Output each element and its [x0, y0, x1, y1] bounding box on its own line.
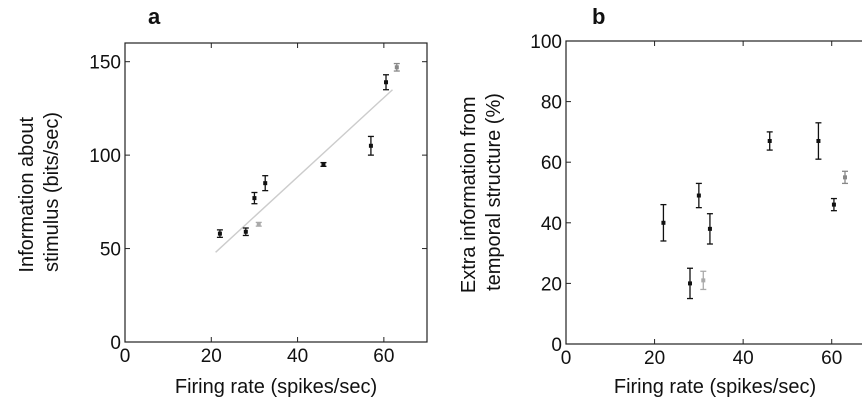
panel-b-xtick-label-3: 60	[821, 348, 842, 369]
panel-b-letter: b	[592, 4, 605, 29]
panel-b-ylabel-line-1: Extra information from	[458, 96, 480, 293]
panel-b-point-6	[815, 122, 822, 160]
panel-a-x-ticks: 0 20 40 60	[120, 43, 394, 367]
panel-a-point-2-marker	[252, 196, 257, 201]
panel-a-point-5	[320, 161, 327, 167]
panel-b-ytick-label-0: 0	[551, 335, 562, 356]
panel-b-point-8	[842, 170, 848, 185]
panel-a-ytick-label-0: 0	[110, 333, 121, 354]
panel-a-xtick-label-3: 60	[373, 346, 394, 367]
panel-b-ylabel-line-2: temporal structure (%)	[483, 93, 505, 291]
panel-a-xtick-label-2: 40	[287, 346, 308, 367]
panel-a-point-3	[255, 221, 262, 227]
panel-b-point-6-marker	[816, 138, 821, 143]
panel-a-fit	[215, 89, 393, 253]
panel-a-point-8-marker	[394, 65, 399, 70]
panel-a-frame	[124, 42, 428, 343]
panel-a-ylabel-line-1: Information about	[16, 117, 38, 273]
panel-b-point-5-marker	[767, 138, 772, 143]
panel-b-point-0	[660, 203, 667, 242]
panel-b-xtick-label-0: 0	[561, 348, 572, 369]
panel-a-point-6	[367, 135, 374, 156]
panel-b-xtick-label-1: 20	[644, 348, 665, 369]
panel-a-point-1-marker	[243, 229, 248, 234]
panel-b-ytick-label-1: 20	[541, 274, 562, 295]
panel-a-xtick-label-1: 20	[201, 346, 222, 367]
panel-a-fit-line	[215, 89, 393, 253]
panel-a-ylabel-line-2: stimulus (bits/sec)	[41, 112, 63, 272]
panel-a-letter: a	[148, 4, 161, 29]
panel-b-ytick-label-4: 80	[541, 93, 562, 114]
panel-a-point-6-marker	[368, 143, 373, 148]
panel-a-ytick-label-2: 100	[89, 146, 121, 167]
panel-b-xlabel: Firing rate (spikes/sec)	[614, 376, 816, 398]
panel-b-ylabel: Extra information from temporal structur…	[458, 91, 505, 293]
panel-b-frame	[565, 40, 862, 345]
panel-b-point-7	[830, 197, 837, 212]
panel-a-point-3-marker	[256, 222, 261, 227]
panel-b-point-3-marker	[701, 278, 706, 283]
panel-b-point-7-marker	[831, 202, 836, 207]
panel-a: a 0 50 100 150 0 20 40 60 Firing rate (spikes/…	[16, 4, 428, 398]
panel-b-point-8-marker	[843, 175, 847, 180]
panel-b-y-ticks: 0 20 40 60 80 100	[530, 32, 571, 356]
panel-a-xlabel: Firing rate (spikes/sec)	[175, 376, 377, 398]
panel-b-xtick-label-2: 40	[733, 348, 754, 369]
panel-a-point-8	[393, 62, 400, 72]
panel-a-point-0	[216, 229, 223, 239]
panel-b: b 0 20 40 60 80 100 0 20 40 60 Firing rate (spik…	[458, 4, 862, 398]
panel-a-ytick-label-3: 150	[89, 53, 121, 74]
panel-a-y-ticks: 0 50 100 150	[89, 53, 427, 354]
panel-a-point-4-marker	[263, 181, 268, 186]
panel-b-x-ticks: 0 20 40 60	[561, 41, 842, 369]
panel-a-point-5-marker	[321, 162, 326, 167]
panel-a-point-0-marker	[217, 231, 222, 236]
panel-a-points	[216, 62, 400, 239]
panel-b-point-0-marker	[661, 220, 666, 225]
panel-b-point-2-marker	[696, 193, 701, 198]
panel-b-point-5	[766, 131, 773, 151]
panel-a-point-7	[383, 74, 390, 91]
panel-a-point-7-marker	[384, 80, 389, 85]
panel-b-point-1	[687, 267, 693, 300]
panel-b-point-4	[706, 213, 713, 245]
panel-b-point-2	[695, 182, 702, 209]
panel-a-ytick-label-1: 50	[100, 240, 121, 261]
panel-b-points	[660, 122, 848, 300]
panel-a-point-2	[251, 191, 258, 205]
panel-a-point-1	[242, 227, 249, 237]
panel-b-point-3	[700, 270, 707, 291]
panel-a-ylabel: Information about stimulus (bits/sec)	[16, 111, 63, 272]
panel-a-xtick-label-0: 0	[120, 346, 131, 367]
panel-b-ytick-label-5: 100	[530, 32, 562, 53]
panel-b-ytick-label-3: 60	[541, 153, 562, 174]
panel-b-ytick-label-2: 40	[541, 214, 562, 235]
panel-a-point-4	[262, 175, 269, 192]
panel-b-point-4-marker	[707, 226, 712, 231]
panel-b-point-1-marker	[688, 281, 692, 286]
